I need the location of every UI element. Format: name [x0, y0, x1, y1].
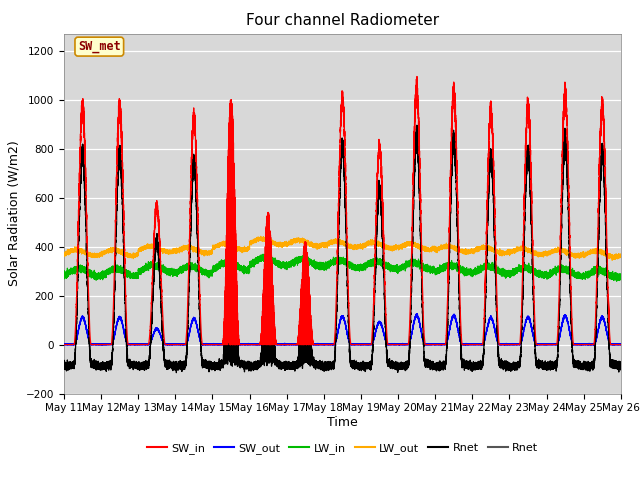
- LW_out: [60, 252, 68, 258]
- LW_in: [508, 268, 515, 274]
- LW_in: [262, 250, 269, 256]
- SW_in: [508, 342, 515, 348]
- LW_out: [257, 233, 264, 239]
- Title: Four channel Radiometer: Four channel Radiometer: [246, 13, 439, 28]
- LW_out: [479, 244, 486, 250]
- SW_in: [617, 342, 625, 348]
- LW_out: [89, 252, 97, 258]
- Rnet: [508, 365, 515, 371]
- Line: LW_out: LW_out: [64, 236, 621, 260]
- LW_in: [617, 273, 625, 278]
- LW_in: [612, 278, 620, 284]
- LW_in: [494, 270, 502, 276]
- LW_in: [515, 265, 523, 271]
- Line: SW_in: SW_in: [64, 76, 621, 345]
- Text: SW_met: SW_met: [78, 40, 121, 53]
- LW_in: [479, 266, 486, 272]
- SW_out: [413, 311, 421, 316]
- Rnet: [494, 334, 502, 339]
- Line: LW_in: LW_in: [64, 253, 621, 281]
- SW_in: [89, 342, 97, 348]
- SW_out: [60, 342, 68, 348]
- SW_in: [494, 316, 502, 322]
- SW_out: [508, 342, 515, 348]
- Y-axis label: Solar Radiation (W/m2): Solar Radiation (W/m2): [7, 141, 20, 287]
- SW_out: [494, 339, 502, 345]
- LW_out: [617, 253, 625, 259]
- Rnet: [617, 361, 625, 367]
- SW_in: [415, 143, 423, 149]
- SW_in: [479, 342, 486, 348]
- Line: Rnet: Rnet: [64, 125, 621, 372]
- LW_out: [415, 244, 423, 250]
- SW_out: [515, 341, 523, 347]
- LW_in: [89, 274, 97, 280]
- LW_in: [60, 272, 68, 277]
- Line: SW_out: SW_out: [64, 313, 621, 345]
- Rnet: [60, 362, 68, 368]
- Rnet: [515, 362, 523, 368]
- SW_out: [479, 341, 486, 347]
- Rnet: [173, 370, 180, 375]
- SW_in: [515, 342, 523, 348]
- LW_out: [515, 246, 523, 252]
- SW_in: [413, 73, 421, 79]
- Legend: SW_in, SW_out, LW_in, LW_out, Rnet, Rnet: SW_in, SW_out, LW_in, LW_out, Rnet, Rnet: [142, 438, 543, 458]
- Rnet: [89, 363, 97, 369]
- SW_out: [415, 319, 423, 324]
- LW_out: [494, 251, 502, 256]
- X-axis label: Time: Time: [327, 416, 358, 429]
- Rnet: [413, 122, 421, 128]
- LW_in: [415, 264, 423, 270]
- Rnet: [415, 196, 423, 202]
- SW_out: [617, 341, 625, 347]
- LW_out: [508, 249, 515, 254]
- LW_out: [609, 257, 616, 263]
- Rnet: [479, 362, 486, 368]
- SW_out: [89, 342, 97, 348]
- SW_in: [60, 342, 68, 348]
